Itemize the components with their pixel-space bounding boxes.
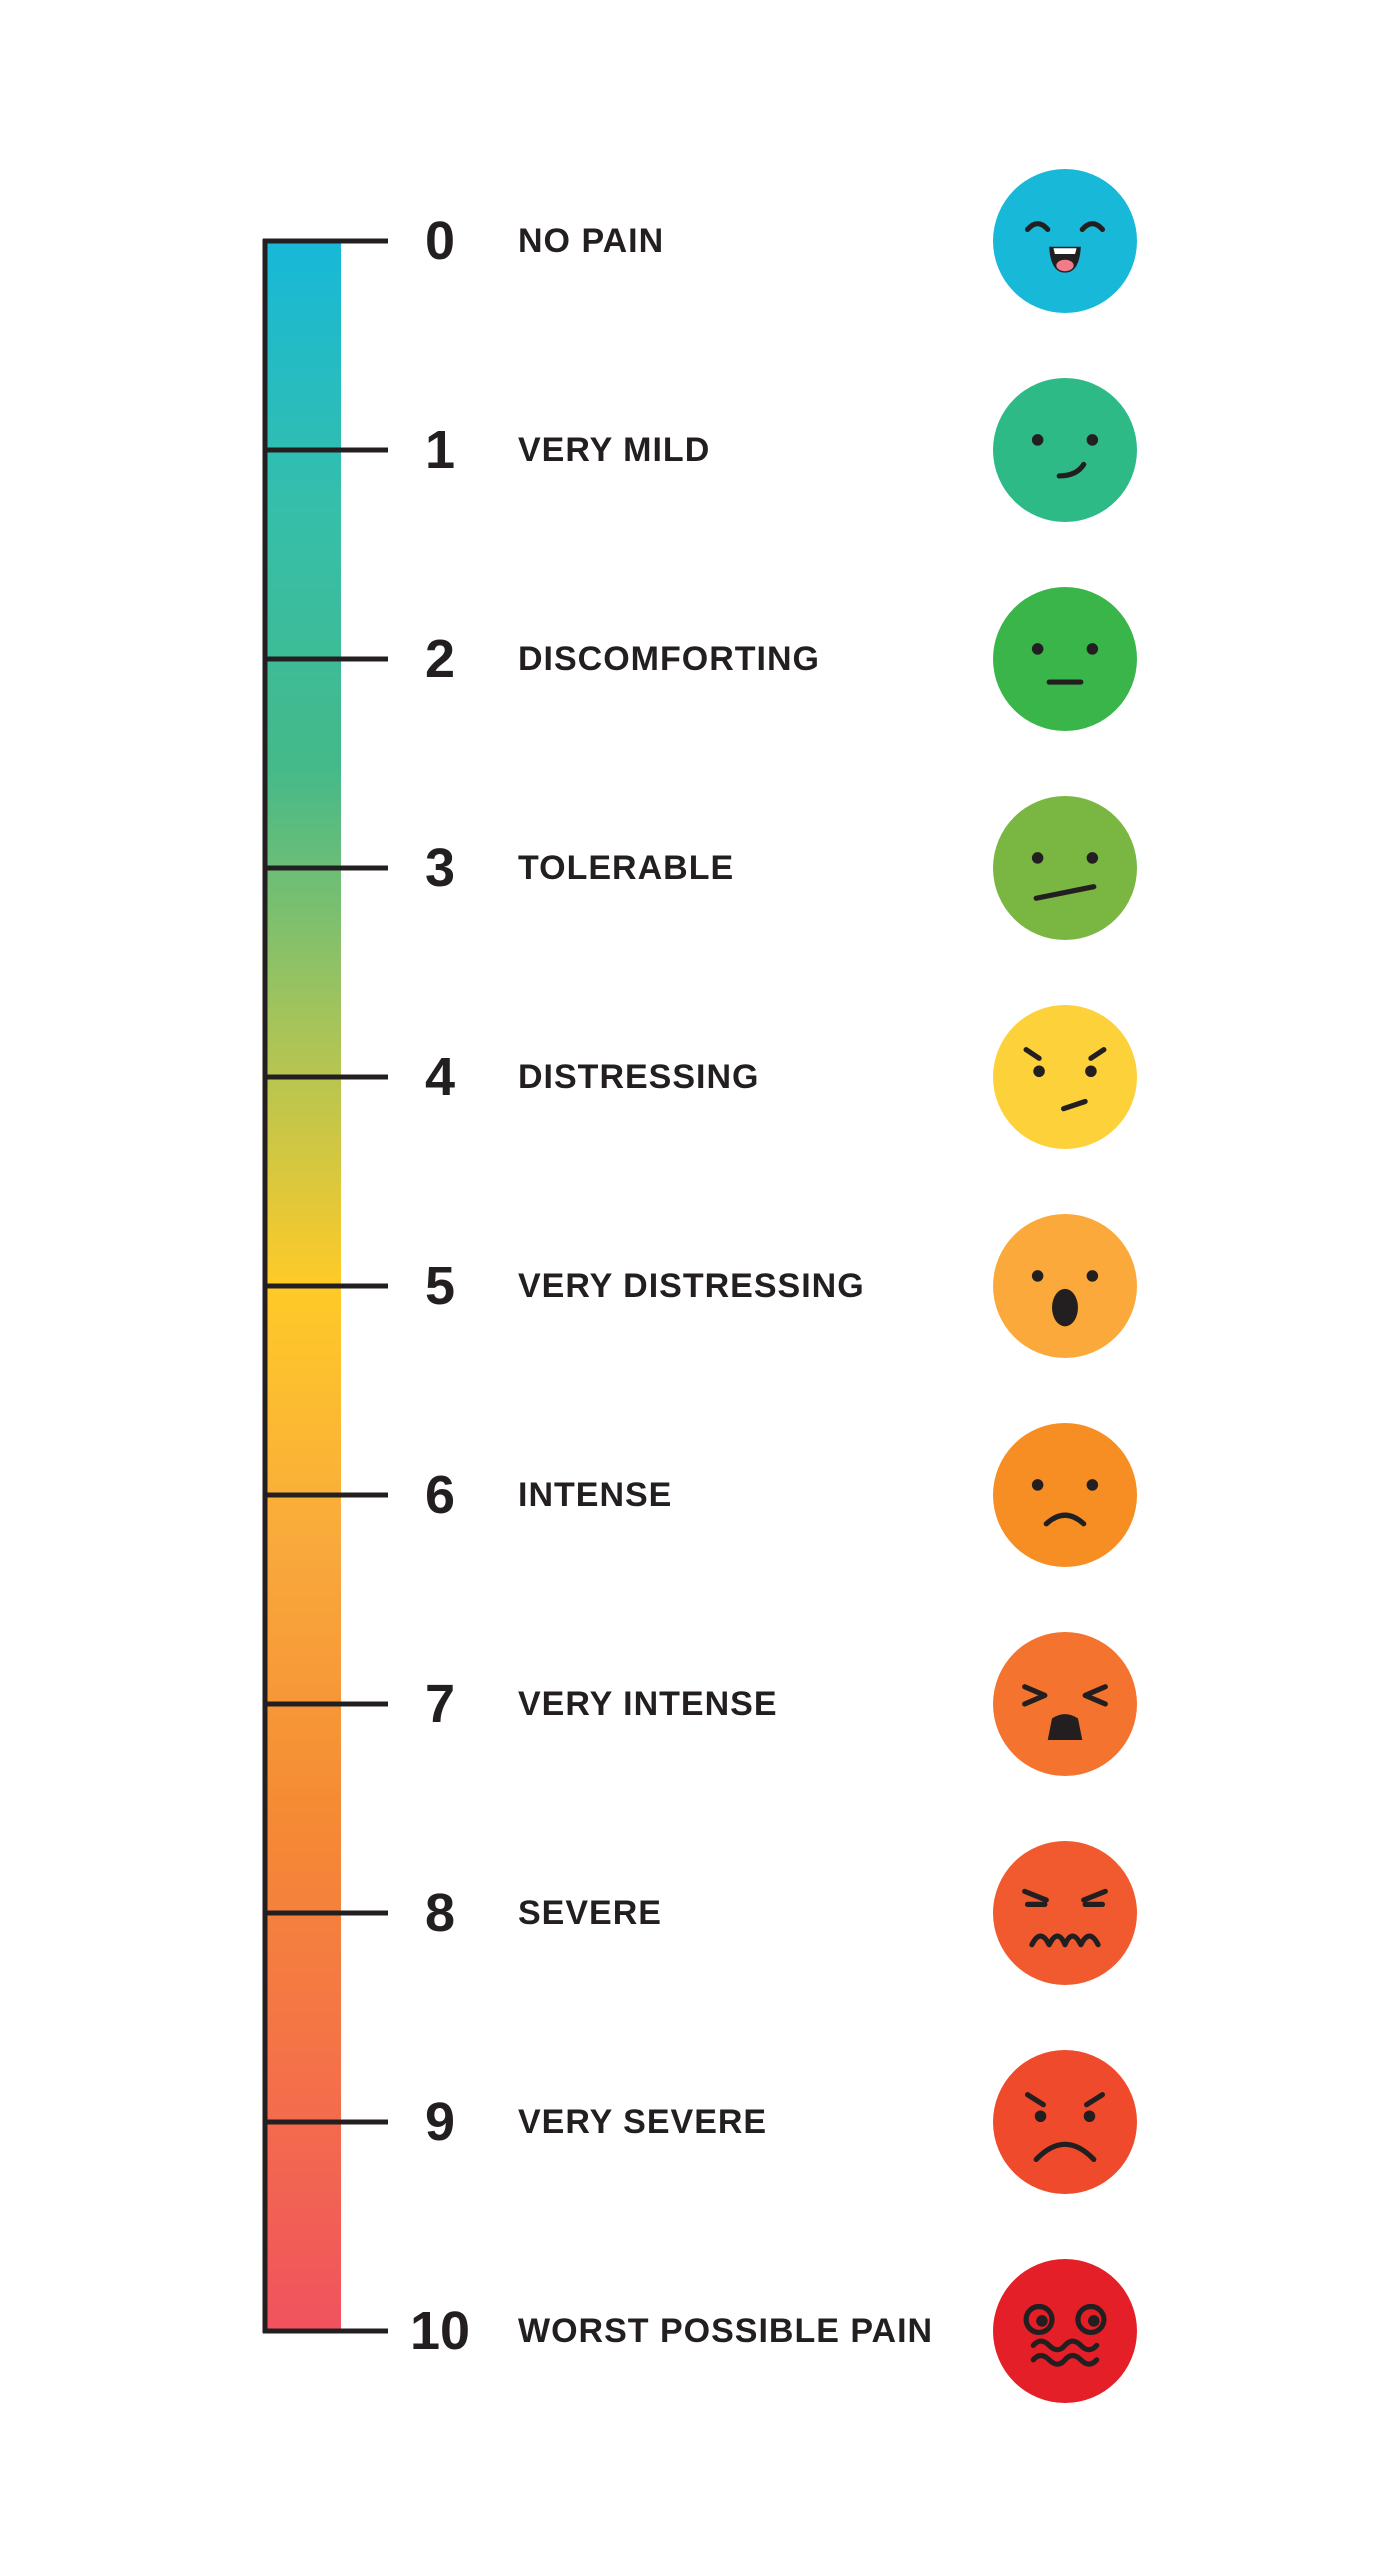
- pain-level-number: 10: [409, 2301, 471, 2361]
- pain-level-label: DISCOMFORTING: [518, 640, 820, 678]
- pain-level-number: 7: [424, 1674, 456, 1734]
- pain-level-label: VERY INTENSE: [518, 1685, 778, 1723]
- sad-face-icon: [993, 1423, 1137, 1567]
- anguished-face-icon: [993, 1632, 1137, 1776]
- uneasy-face-icon: [993, 796, 1137, 940]
- angry-frown-face-icon: [993, 2050, 1137, 2194]
- pain-level-label: SEVERE: [518, 1894, 662, 1932]
- pain-level-number: 3: [424, 838, 456, 898]
- scale-ticks: [263, 238, 388, 2334]
- dizzy-face-icon: [993, 2259, 1137, 2403]
- pain-level-label: WORST POSSIBLE PAIN: [518, 2312, 934, 2350]
- pain-level-label: VERY DISTRESSING: [518, 1267, 865, 1305]
- pain-level-label: DISTRESSING: [518, 1058, 760, 1096]
- pain-level-label: INTENSE: [518, 1476, 673, 1514]
- pain-level-number: 8: [424, 1883, 456, 1943]
- neutral-face-icon: [993, 587, 1137, 731]
- pained-face-icon: [993, 1841, 1137, 1985]
- pain-level-label: VERY MILD: [518, 431, 711, 469]
- annoyed-face-icon: [993, 1005, 1137, 1149]
- pain-level-number: 1: [424, 420, 456, 480]
- laughing-face-icon: [993, 169, 1137, 313]
- pain-level-number: 4: [424, 1047, 456, 1107]
- pain-level-label: TOLERABLE: [518, 849, 735, 887]
- pain-level-label: NO PAIN: [518, 222, 665, 260]
- pain-level-label: VERY SEVERE: [518, 2103, 768, 2141]
- surprised-face-icon: [993, 1214, 1137, 1358]
- pain-level-number: 6: [424, 1465, 456, 1525]
- pain-level-number: 5: [424, 1256, 456, 1316]
- pain-level-number: 9: [424, 2092, 456, 2152]
- pain-level-number: 0: [424, 211, 456, 271]
- smiling-face-icon: [993, 378, 1137, 522]
- pain-level-number: 2: [424, 629, 456, 689]
